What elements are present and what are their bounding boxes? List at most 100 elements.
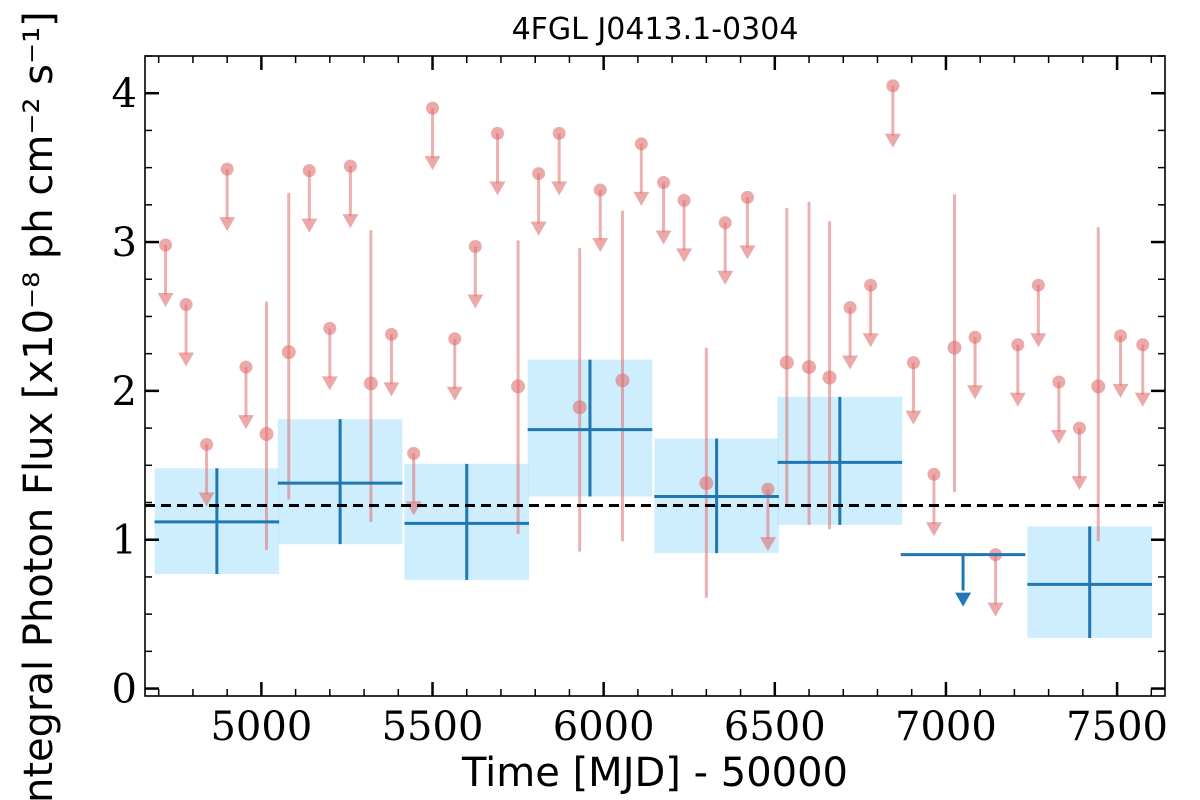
- x-tick-label: 6000: [553, 704, 655, 750]
- fine-bin-upper-limit-arrowhead: [342, 214, 359, 229]
- fine-bin-upper-limit-arrowhead: [905, 410, 922, 425]
- fine-bin-upper-limit-marker: [384, 327, 398, 341]
- fine-bin-upper-limit-arrowhead: [237, 415, 254, 430]
- fine-bin-upper-limit-arrowhead: [925, 522, 942, 537]
- fine-bin-upper-limit-marker: [323, 321, 337, 335]
- fine-bin-upper-limit-marker: [220, 162, 234, 176]
- fine-bin-upper-limit-marker: [843, 301, 857, 315]
- fine-bin-upper-limit-marker: [761, 482, 775, 496]
- fine-bin-upper-limit-arrowhead: [321, 376, 338, 391]
- fine-bin-upper-limit-marker: [677, 193, 691, 207]
- y-axis-title: Integral Photon Flux [x10⁻⁸ ph cm⁻² s⁻¹]: [16, 11, 62, 800]
- y-tick-label: 3: [112, 220, 137, 266]
- fine-bin-point: [947, 340, 962, 355]
- x-tick-label: 5000: [210, 704, 312, 750]
- fine-bin-upper-limit-arrowhead: [178, 352, 195, 367]
- fine-bin-upper-limit-marker: [1011, 338, 1025, 352]
- fine-bin-point: [615, 373, 630, 388]
- coarse-bin-series: [154, 359, 1152, 638]
- plot-frame: [144, 55, 1166, 697]
- fine-bin-upper-limit-arrowhead: [862, 333, 879, 348]
- fine-bin-upper-limit-marker: [657, 176, 671, 190]
- fine-bin-point: [699, 476, 714, 491]
- fine-bin-upper-limit-marker: [864, 278, 878, 292]
- fine-bin-point: [511, 379, 526, 394]
- fine-bin-point: [779, 355, 794, 370]
- x-tick-label: 6500: [724, 704, 826, 750]
- fine-bin-upper-limit-arrowhead: [446, 386, 463, 401]
- fine-bin-upper-limit-marker: [491, 126, 505, 140]
- fine-bin-upper-limit-marker: [552, 126, 566, 140]
- fine-bin-upper-limit-arrowhead: [1030, 333, 1047, 348]
- fine-bin-upper-limit-marker: [1114, 329, 1128, 343]
- fine-bin-upper-limit-marker: [448, 332, 462, 346]
- fine-bin-upper-limit-marker: [927, 467, 941, 481]
- fine-bin-point: [572, 400, 587, 415]
- fine-bin-upper-limit-marker: [239, 360, 253, 374]
- fine-bin-upper-limit-arrowhead: [489, 181, 506, 196]
- fine-bin-upper-limit-arrowhead: [717, 270, 734, 285]
- fine-bin-upper-limit-arrowhead: [198, 492, 215, 507]
- fine-bin-point: [281, 345, 296, 360]
- fine-bin-upper-limit-marker: [906, 356, 920, 370]
- fine-bin-upper-limit-arrowhead: [219, 217, 236, 232]
- fine-bin-upper-limit-marker: [634, 137, 648, 151]
- fine-bin-upper-limit-marker: [343, 159, 357, 173]
- fine-bin-upper-limit-arrowhead: [676, 248, 693, 263]
- fine-bin-upper-limit-marker: [740, 190, 754, 204]
- fine-bin-upper-limit-arrowhead: [739, 245, 756, 260]
- fine-bin-upper-limit-arrowhead: [1009, 392, 1026, 407]
- fine-bin-upper-limit-arrowhead: [1112, 383, 1129, 398]
- fine-bin-upper-limit-arrowhead: [884, 133, 901, 148]
- fine-bin-point: [802, 360, 817, 375]
- fine-bin-upper-limit-marker: [1031, 278, 1045, 292]
- fine-bin-upper-limit-arrowhead: [1071, 476, 1088, 491]
- fine-bin-upper-limit-marker: [718, 216, 732, 230]
- fine-bin-upper-limit-marker: [200, 437, 214, 451]
- y-tick-label: 2: [112, 369, 137, 415]
- fine-bin-upper-limit-marker: [179, 298, 193, 312]
- fine-bin-upper-limit-arrowhead: [759, 537, 776, 552]
- y-tick-label: 1: [112, 518, 137, 564]
- fine-bin-upper-limit-marker: [1052, 375, 1066, 389]
- fine-bin-upper-limit-marker: [426, 101, 440, 115]
- fine-bin-upper-limit-arrowhead: [551, 181, 568, 196]
- fine-bin-upper-limit-marker: [302, 164, 316, 178]
- fine-bin-upper-limit-marker: [407, 446, 421, 460]
- fine-bin-upper-limit-arrowhead: [987, 602, 1004, 617]
- fine-bin-upper-limit-arrowhead: [592, 237, 609, 252]
- fine-bin-upper-limit-marker: [468, 240, 482, 254]
- fine-bin-upper-limit-arrowhead: [530, 221, 547, 236]
- fine-bin-upper-limit-marker: [1072, 421, 1086, 435]
- y-tick-label: 4: [112, 71, 137, 117]
- chart-title: 4FGL J0413.1-0304: [512, 12, 799, 47]
- fine-bin-upper-limit-arrowhead: [842, 355, 859, 370]
- fine-bin-upper-limit-arrowhead: [655, 230, 672, 245]
- fine-bin-upper-limit-marker: [1136, 338, 1150, 352]
- coarse-bin-upper-limit-arrowhead: [955, 592, 972, 607]
- fine-bin-upper-limit-marker: [968, 330, 982, 344]
- fine-bin-point: [363, 376, 378, 391]
- fine-bin-upper-limit-marker: [886, 79, 900, 93]
- fine-bin-upper-limit-arrowhead: [1134, 392, 1151, 407]
- fine-bin-upper-limit-marker: [532, 167, 546, 181]
- x-tick-label: 5500: [382, 704, 484, 750]
- fine-bin-upper-limit-arrowhead: [467, 294, 484, 309]
- axes: 5000 5500 6000 6500 7000 7500 0 1 2 3 4: [112, 55, 1168, 750]
- fine-bin-upper-limit-arrowhead: [157, 293, 174, 308]
- coarse-bin-bands: [154, 359, 1152, 638]
- x-tick-label: 7500: [1066, 704, 1168, 750]
- fine-bin-point: [1091, 379, 1106, 394]
- y-tick-label: 0: [112, 667, 137, 713]
- fine-bin-point: [259, 427, 274, 442]
- fine-bin-upper-limit-arrowhead: [383, 382, 400, 397]
- fine-bin-series: [157, 79, 1151, 617]
- fine-bin-upper-limit-arrowhead: [424, 156, 441, 171]
- fine-bin-upper-limit-marker: [159, 238, 173, 252]
- fine-bin-upper-limit-arrowhead: [967, 385, 984, 400]
- fine-bin-point: [822, 370, 837, 385]
- fine-bin-upper-limit-arrowhead: [1050, 429, 1067, 444]
- fine-bin-upper-limit-marker: [593, 183, 607, 197]
- fine-bin-upper-limit-arrowhead: [633, 191, 650, 206]
